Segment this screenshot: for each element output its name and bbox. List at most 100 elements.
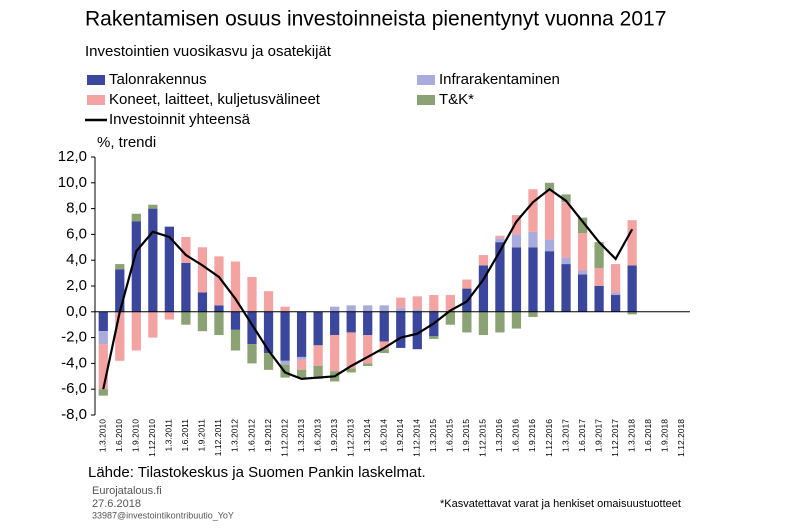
bar [577, 270, 588, 275]
code: 33987@investointikontribuutio_YoY [92, 510, 234, 520]
x-tick-label: 1.6.2011 [180, 419, 190, 452]
bar [594, 267, 604, 286]
bar [627, 265, 637, 312]
y-tick-label: 10,0 [58, 174, 87, 191]
bar [511, 215, 522, 235]
legend-label: Infrarakentaminen [439, 71, 560, 88]
x-tick-label: 1.6.2013 [312, 419, 322, 452]
bar [197, 311, 208, 332]
bar [561, 257, 571, 265]
bar [379, 349, 389, 354]
bar [131, 311, 141, 351]
bar [528, 311, 538, 317]
bar [363, 335, 373, 364]
bar [495, 235, 505, 239]
x-tick-label: 1.3.2015 [428, 419, 438, 452]
legend-label: Talonrakennus [109, 71, 207, 88]
date: 27.6.2018 [92, 498, 141, 510]
x-tick-label: 1.3.2013 [296, 419, 306, 452]
x-tick-label: 1.3.2012 [230, 419, 240, 452]
x-tick-label: 1.6.2014 [378, 419, 388, 452]
y-tick-label: 0,0 [66, 303, 87, 320]
x-tick-label: 1.9.2013 [329, 419, 339, 452]
bar [230, 311, 241, 330]
y-tick-label: -2,0 [61, 329, 87, 346]
bar [561, 194, 571, 203]
bar [247, 344, 257, 364]
bar [115, 269, 125, 312]
legend-swatch [417, 95, 435, 105]
bar [181, 236, 191, 263]
bar [197, 292, 208, 312]
x-tick-label: 1.12.2018 [676, 419, 686, 457]
y-tick-label: 8,0 [66, 200, 87, 217]
bar [148, 311, 158, 338]
bar [280, 311, 290, 361]
bar [412, 311, 422, 350]
bar [544, 182, 555, 191]
bar [544, 190, 555, 240]
bar [214, 256, 224, 306]
bar [429, 295, 439, 311]
bar [445, 311, 455, 325]
bar [247, 311, 257, 345]
bar [263, 291, 274, 312]
bar [313, 365, 323, 379]
bar [263, 353, 274, 370]
bar [511, 311, 522, 329]
bar [412, 296, 422, 310]
line [102, 187, 634, 390]
bar [247, 276, 257, 312]
x-tick-label: 1.9.2015 [461, 419, 471, 452]
bar [528, 247, 538, 312]
bar [346, 311, 356, 333]
x-tick-label: 1.12.2017 [610, 419, 620, 457]
bar [544, 251, 555, 312]
y-axis-label: %, trendi [97, 134, 156, 151]
site: Eurojatalous.fi [92, 485, 162, 497]
bar [627, 220, 637, 266]
bar [577, 274, 588, 312]
bar [379, 311, 389, 342]
bar [429, 310, 439, 312]
bar [313, 345, 323, 366]
bar [577, 233, 588, 271]
bar [346, 368, 356, 373]
footnote: *Kasvatettavat varat ja henkiset omaisuu… [440, 498, 681, 510]
bar [313, 311, 323, 346]
x-tick-label: 1.3.2016 [494, 419, 504, 452]
x-tick-label: 1.12.2014 [412, 419, 422, 457]
bar [363, 311, 373, 336]
x-tick-label: 1.3.2010 [98, 419, 108, 452]
bar [280, 360, 290, 365]
bar [511, 234, 522, 248]
bar [429, 336, 439, 339]
x-tick-label: 1.12.2013 [345, 419, 355, 457]
chart-subtitle: Investointien vuosikasvu ja osatekijät [85, 43, 332, 60]
x-tick-label: 1.6.2017 [577, 419, 587, 452]
legend-swatch [87, 75, 105, 85]
y-tick-label: -8,0 [61, 406, 87, 423]
y-tick-label: 6,0 [66, 225, 87, 242]
bar [115, 264, 125, 270]
bar [148, 208, 158, 312]
bar [561, 202, 571, 258]
y-tick-label: 2,0 [66, 277, 87, 294]
bar [478, 311, 489, 336]
bar [346, 332, 356, 369]
legend-swatch [87, 95, 105, 105]
x-tick-label: 1.3.2011 [164, 419, 174, 452]
bar [528, 231, 538, 248]
bar [610, 292, 621, 296]
bar [164, 311, 175, 320]
bar [330, 306, 340, 312]
bar [98, 389, 108, 396]
bar [197, 247, 208, 293]
x-tick-label: 1.9.2017 [593, 419, 603, 452]
bar [98, 344, 108, 390]
bar [478, 255, 489, 266]
x-tick-label: 1.6.2015 [445, 419, 455, 452]
y-tick-label: -4,0 [61, 354, 87, 371]
bar [462, 279, 472, 289]
x-tick-label: 1.12.2011 [213, 419, 223, 456]
